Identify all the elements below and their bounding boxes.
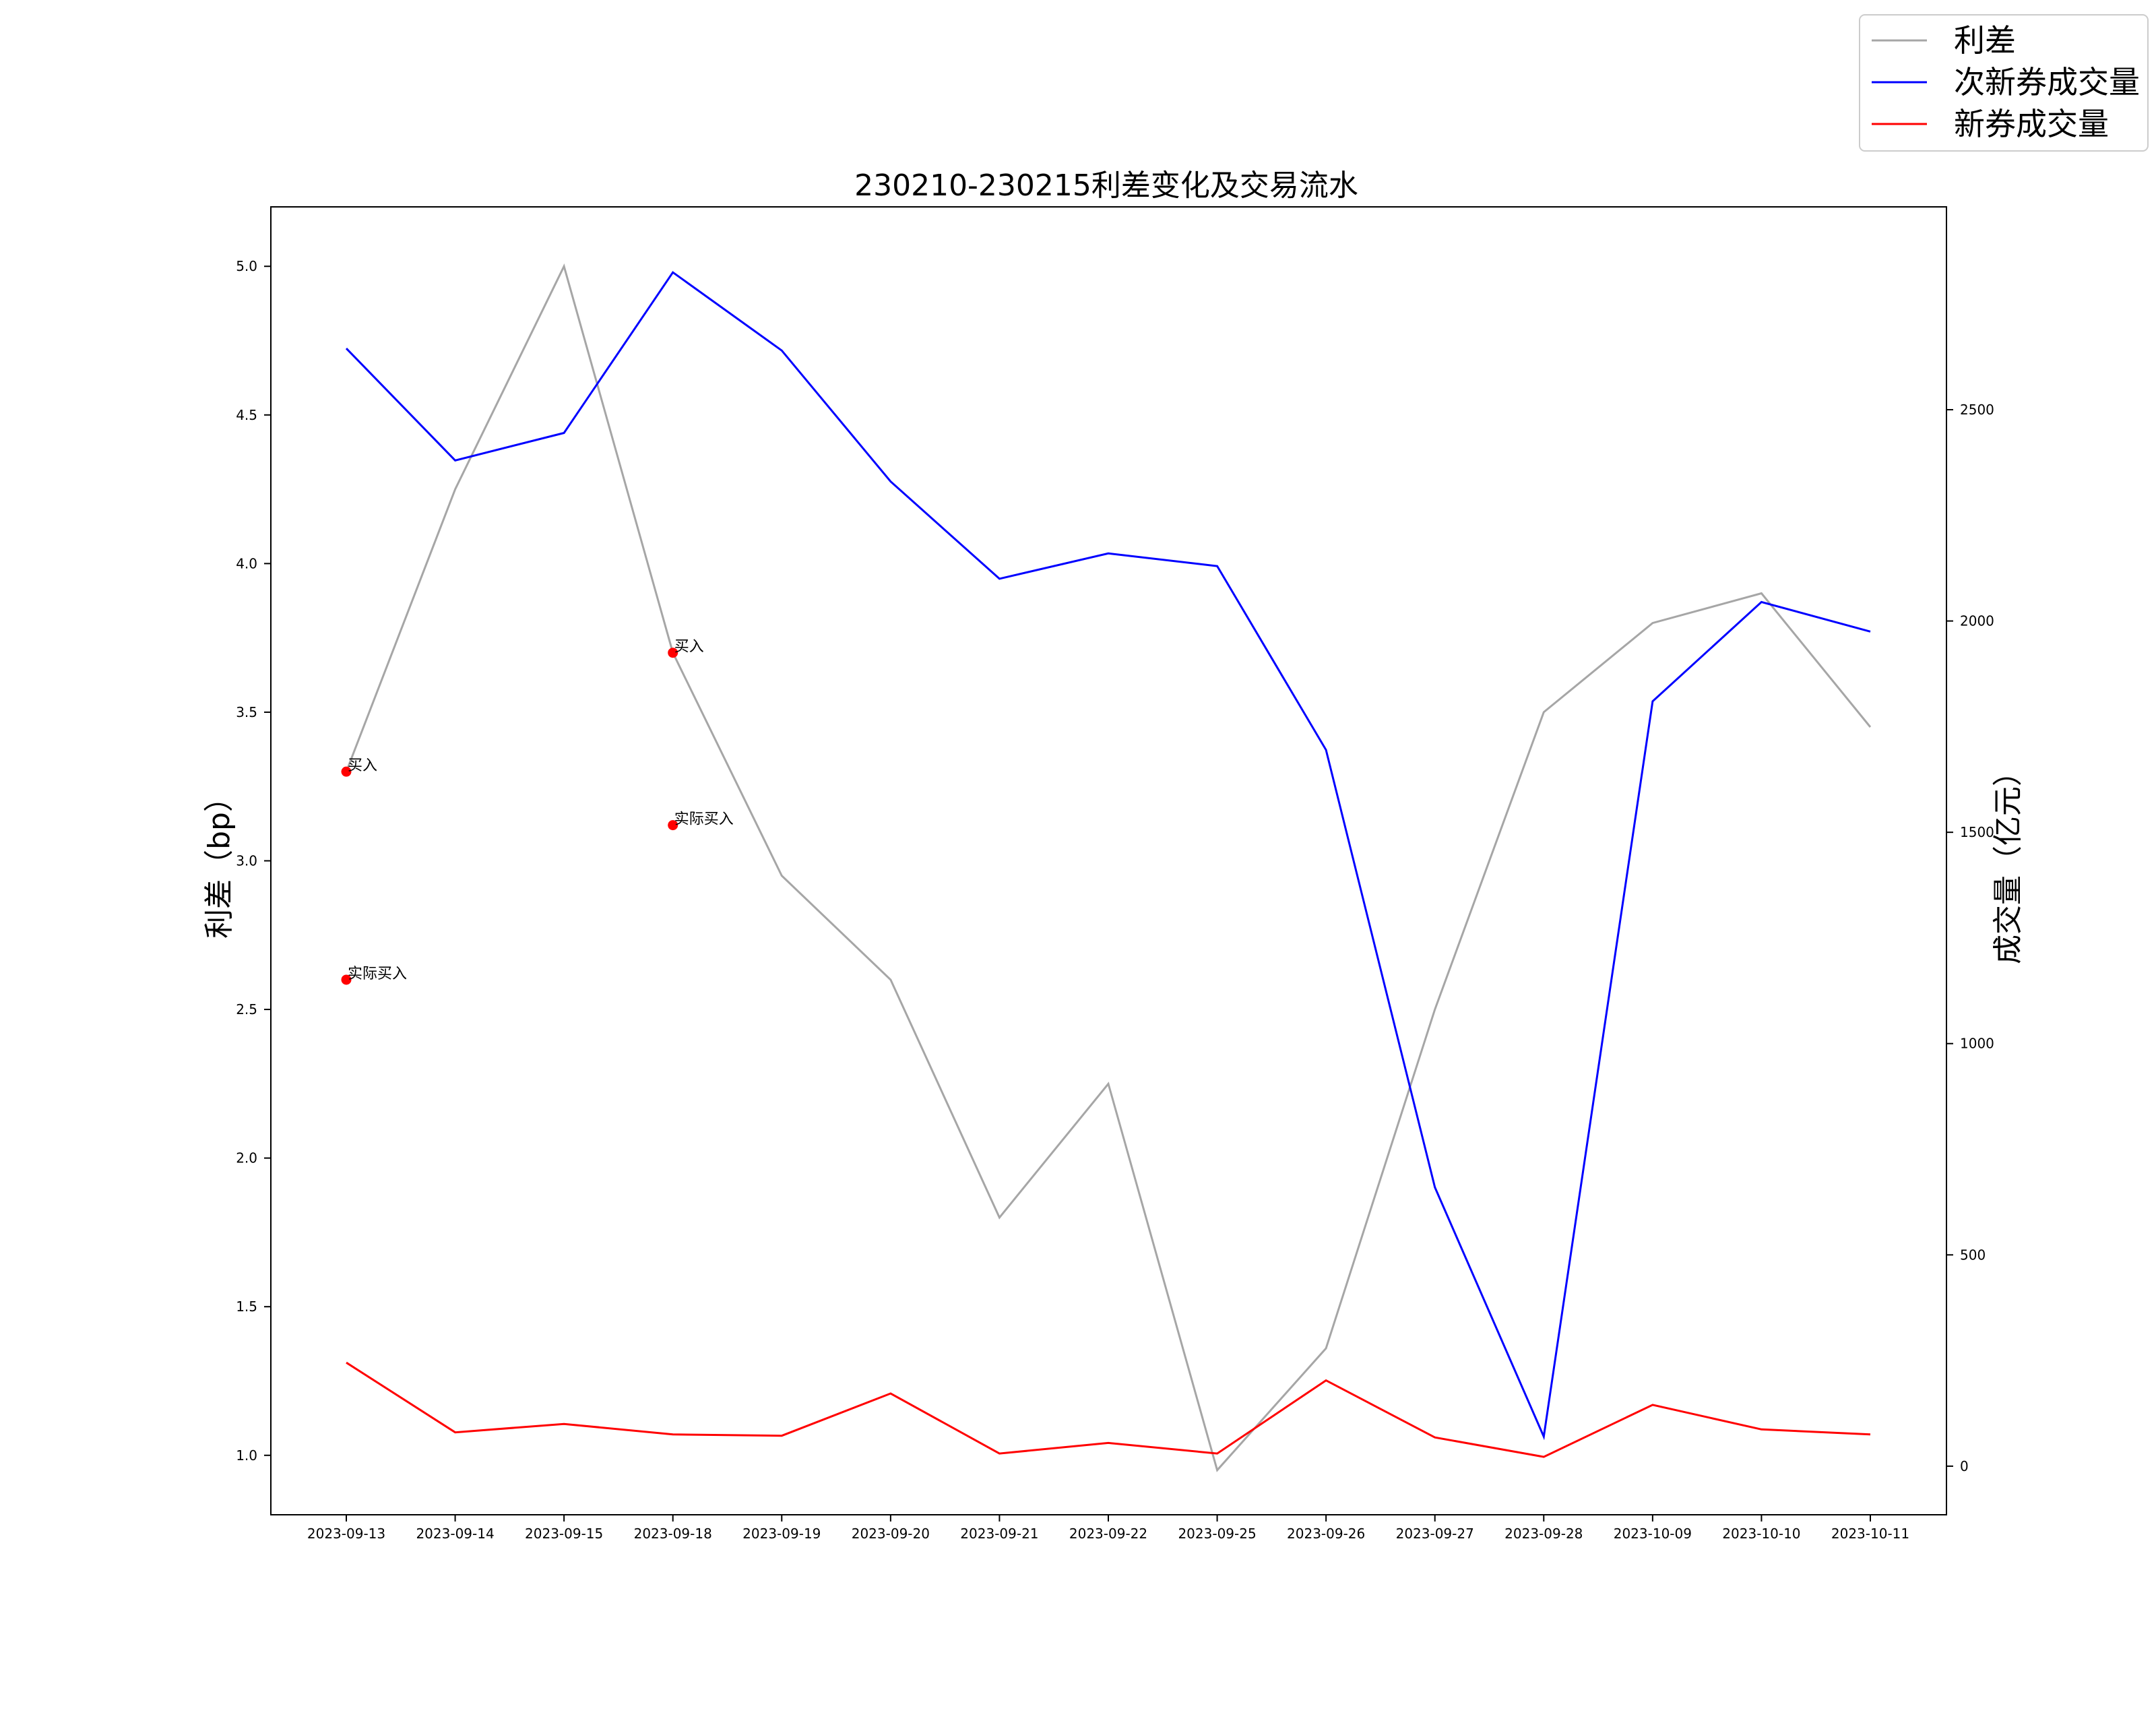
annotation-label: 买入 bbox=[674, 639, 704, 656]
left-y-axis: 1.0 1.5 2.0 2.5 3.0 3.5 4.0 4.5 5.0 bbox=[236, 258, 271, 1464]
annotation-label: 实际买入 bbox=[674, 811, 734, 828]
plot-area bbox=[270, 206, 1947, 1515]
right-y-tick-label: 2000 bbox=[1960, 613, 1994, 629]
y2-axis-label: 成交量（亿元） bbox=[1991, 757, 2025, 964]
series-line-1 bbox=[345, 271, 1871, 1441]
x-tick-label: 2023-09-25 bbox=[1178, 1526, 1256, 1542]
legend-label: 新券成交量 bbox=[1954, 106, 2109, 142]
left-y-tick-label: 2.0 bbox=[236, 1150, 257, 1166]
x-tick-label: 2023-09-20 bbox=[852, 1526, 930, 1542]
right-y-tick-label: 500 bbox=[1960, 1247, 1986, 1263]
left-y-tick-label: 4.5 bbox=[236, 407, 257, 423]
x-tick-label: 2023-09-22 bbox=[1069, 1526, 1147, 1542]
annotation-marker bbox=[341, 974, 352, 985]
series-line-0 bbox=[345, 263, 1872, 1472]
left-y-tick-label: 3.5 bbox=[236, 704, 257, 720]
left-y-tick-label: 1.0 bbox=[236, 1447, 257, 1464]
x-tick-label: 2023-10-10 bbox=[1722, 1526, 1800, 1542]
annotation-marker bbox=[668, 648, 678, 658]
x-tick-label: 2023-09-19 bbox=[742, 1526, 821, 1542]
x-tick-label: 2023-09-14 bbox=[416, 1526, 494, 1542]
left-y-tick-label: 2.5 bbox=[236, 1001, 257, 1017]
left-y-tick-label: 3.0 bbox=[236, 853, 257, 869]
x-tick-label: 2023-09-28 bbox=[1504, 1526, 1583, 1542]
legend-label: 次新券成交量 bbox=[1954, 64, 2140, 100]
x-tick-label: 2023-09-26 bbox=[1287, 1526, 1365, 1542]
right-y-tick-label: 0 bbox=[1960, 1458, 1969, 1474]
series-lines bbox=[345, 263, 1872, 1472]
annotation-label: 买入 bbox=[348, 757, 377, 774]
right-y-tick-label: 1000 bbox=[1960, 1036, 1994, 1052]
x-tick-label: 2023-09-15 bbox=[525, 1526, 603, 1542]
annotation-label: 实际买入 bbox=[348, 966, 407, 982]
legend-label: 利差 bbox=[1954, 22, 2016, 59]
left-y-tick-label: 5.0 bbox=[236, 258, 257, 274]
chart-title: 230210-230215利差变化及交易流水 bbox=[854, 168, 1358, 203]
left-y-tick-label: 4.0 bbox=[236, 555, 257, 571]
series-line-2 bbox=[346, 1361, 1871, 1458]
right-y-axis: 0 500 1000 1500 2000 2500 bbox=[1946, 402, 1994, 1474]
left-y-tick-label: 1.5 bbox=[236, 1298, 257, 1315]
right-y-tick-label: 2500 bbox=[1960, 402, 1994, 418]
x-tick-label: 2023-09-18 bbox=[634, 1526, 712, 1542]
annotation-marker bbox=[341, 766, 352, 777]
x-tick-label: 2023-10-09 bbox=[1614, 1526, 1692, 1542]
legend-frame bbox=[1859, 14, 2149, 152]
x-axis: 2023-09-13 2023-09-14 2023-09-15 2023-09-18… bbox=[307, 1515, 1909, 1542]
annotation-marker bbox=[668, 820, 678, 831]
x-tick-label: 2023-09-21 bbox=[960, 1526, 1038, 1542]
right-y-tick-label: 1500 bbox=[1960, 824, 1994, 840]
x-tick-label: 2023-09-13 bbox=[307, 1526, 385, 1542]
x-tick-label: 2023-09-27 bbox=[1396, 1526, 1474, 1542]
y-axis-label: 利差（bp） bbox=[202, 782, 236, 939]
x-tick-label: 2023-10-11 bbox=[1831, 1526, 1909, 1542]
